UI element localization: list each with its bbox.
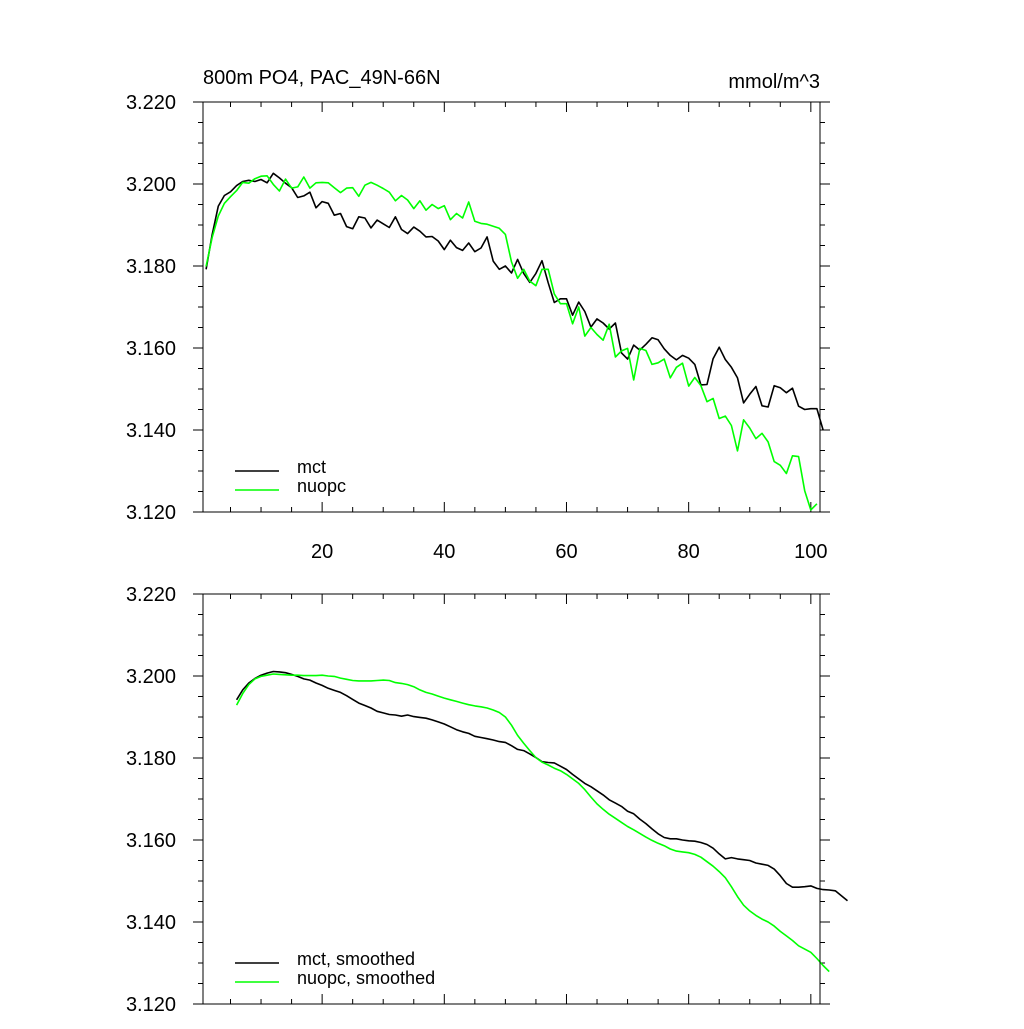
series-line-mct [205,172,824,431]
x-tick-label: 100 [794,541,827,563]
top-panel: 800m PO4, PAC_49N-66N mmol/m^3 3.220 3.2… [126,67,830,563]
y-tick-label: 3.140 [126,912,176,934]
chart-title: 800m PO4, PAC_49N-66N [203,67,441,89]
legend-label: nuopc [297,476,346,496]
plot-frame [202,101,821,513]
x-tick-label: 20 [311,541,333,563]
y-tick-label: 3.220 [126,92,176,114]
legend-label: mct, smoothed [297,949,415,969]
series-line-nuopc-smoothed [235,673,830,973]
y-tick-label: 3.180 [126,748,176,770]
legend-label: mct [297,457,326,477]
series-line-nuopc [205,175,818,511]
y-tick-label: 3.200 [126,174,176,196]
legend: mct nuopc [235,457,346,496]
y-tick-label: 3.160 [126,338,176,360]
plot-frame [202,593,821,1005]
legend: mct, smoothed nuopc, smoothed [235,949,435,988]
units-label: mmol/m^3 [728,71,820,93]
bottom-panel: 3.220 3.200 3.180 3.160 3.140 3.120 mct,… [126,584,849,1016]
y-tick-label: 3.120 [126,502,176,524]
x-tick-label: 60 [555,541,577,563]
y-tick-label: 3.120 [126,994,176,1016]
x-tick-label: 40 [433,541,455,563]
y-tick-label: 3.180 [126,256,176,278]
y-tick-label: 3.140 [126,420,176,442]
legend-label: nuopc, smoothed [297,968,435,988]
y-tick-label: 3.220 [126,584,176,606]
y-tick-label: 3.160 [126,830,176,852]
x-tick-label: 80 [678,541,700,563]
y-tick-label: 3.200 [126,666,176,688]
